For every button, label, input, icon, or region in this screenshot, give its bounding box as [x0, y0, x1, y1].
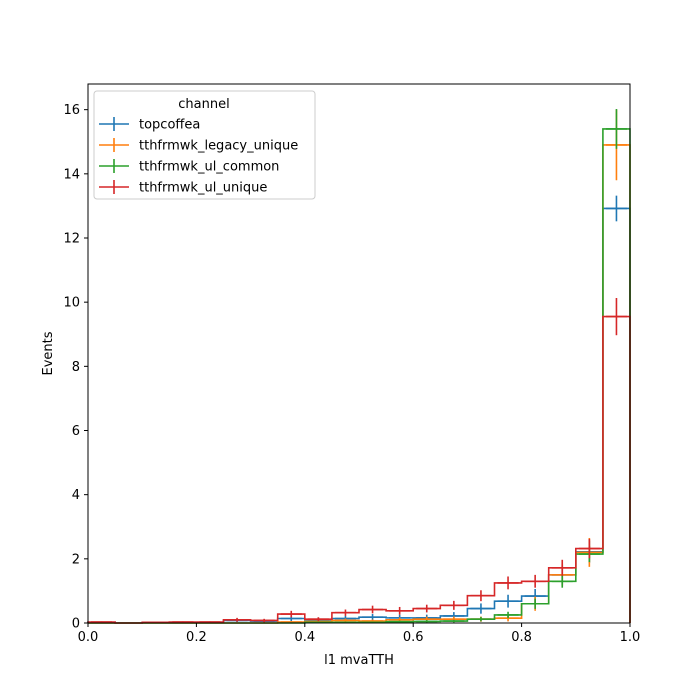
- plot-frame: [87, 83, 631, 624]
- series-tthfrmwk_ul_unique: [87, 297, 631, 624]
- legend-title: channel: [178, 97, 229, 112]
- y-tick-label: 14: [63, 167, 80, 182]
- legend: channel topcoffea tthfrmwk_legacy_uniquet…: [93, 90, 316, 200]
- y-tick-label: 2: [72, 552, 80, 567]
- y-tick-label: 16: [63, 103, 80, 118]
- y-axis: 0 2 4 6 8 10 12 14 16: [63, 103, 88, 632]
- x-tick-label: 0.8: [511, 630, 532, 645]
- x-tick-label: 0.4: [294, 630, 315, 645]
- x-tick-label: 0.2: [186, 630, 207, 645]
- legend-item-tthfrmwk_legacy_unique: tthfrmwk_legacy_unique: [99, 138, 298, 154]
- y-axis-title: Events: [41, 331, 56, 375]
- y-tick-label: 0: [72, 617, 80, 632]
- x-axis: 0.0 0.2 0.4 0.6 0.8 1.0: [78, 623, 641, 645]
- y-tick-label: 10: [63, 296, 80, 311]
- y-tick-label: 6: [72, 424, 80, 439]
- x-tick-label: 0.6: [403, 630, 424, 645]
- y-tick-label: 12: [63, 232, 80, 247]
- legend-label: tthfrmwk_ul_unique: [139, 181, 267, 196]
- x-axis-title: l1 mvaTTH: [324, 653, 394, 668]
- legend-label: tthfrmwk_ul_common: [139, 160, 279, 175]
- legend-box: [93, 90, 316, 200]
- x-tick-label: 0.0: [78, 630, 99, 645]
- step-line-tthfrmwk_ul_unique: [87, 315, 631, 624]
- legend-item-tthfrmwk_ul_unique: tthfrmwk_ul_unique: [99, 180, 267, 196]
- legend-label: topcoffea: [139, 118, 200, 133]
- y-tick-label: 4: [72, 488, 80, 503]
- y-tick-label: 8: [72, 360, 80, 375]
- legend-item-tthfrmwk_ul_common: tthfrmwk_ul_common: [99, 159, 279, 175]
- legend-label: tthfrmwk_legacy_unique: [139, 139, 298, 154]
- legend-item-topcoffea: topcoffea: [99, 117, 200, 133]
- x-tick-label: 1.0: [620, 630, 641, 645]
